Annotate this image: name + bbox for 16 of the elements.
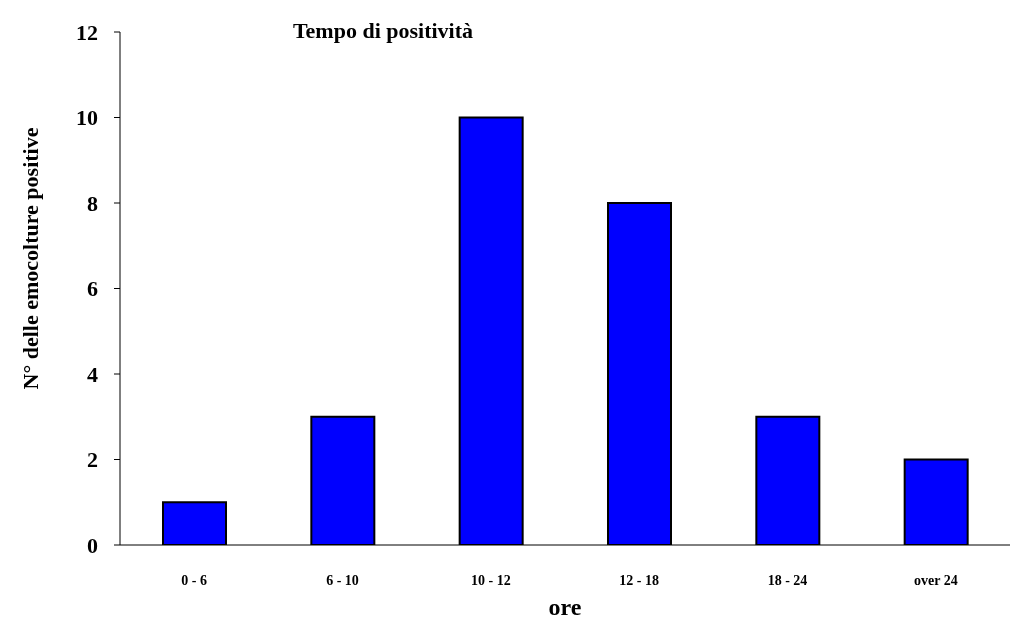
x-tick-label: 0 - 6 [181,572,207,588]
y-tick-label: 10 [76,105,98,131]
chart-title: Tempo di positività [291,18,475,44]
y-tick-label: 4 [87,361,98,387]
y-tick-label: 8 [87,190,98,216]
y-tick-label: 12 [76,19,98,45]
y-tick-label: 6 [87,276,98,302]
x-axis-title: ore [548,594,582,620]
x-tick-label: 10 - 12 [471,572,511,588]
x-tick-label: 18 - 24 [767,572,808,588]
x-tick-label: 12 - 18 [619,572,659,588]
x-tick-label: 6 - 10 [326,572,359,588]
x-tick-label: over 24 [913,572,958,588]
y-axis-title: N° delle emocolture positive [17,127,43,390]
y-tick-label: 2 [87,447,98,473]
y-tick-label: 0 [87,532,98,558]
